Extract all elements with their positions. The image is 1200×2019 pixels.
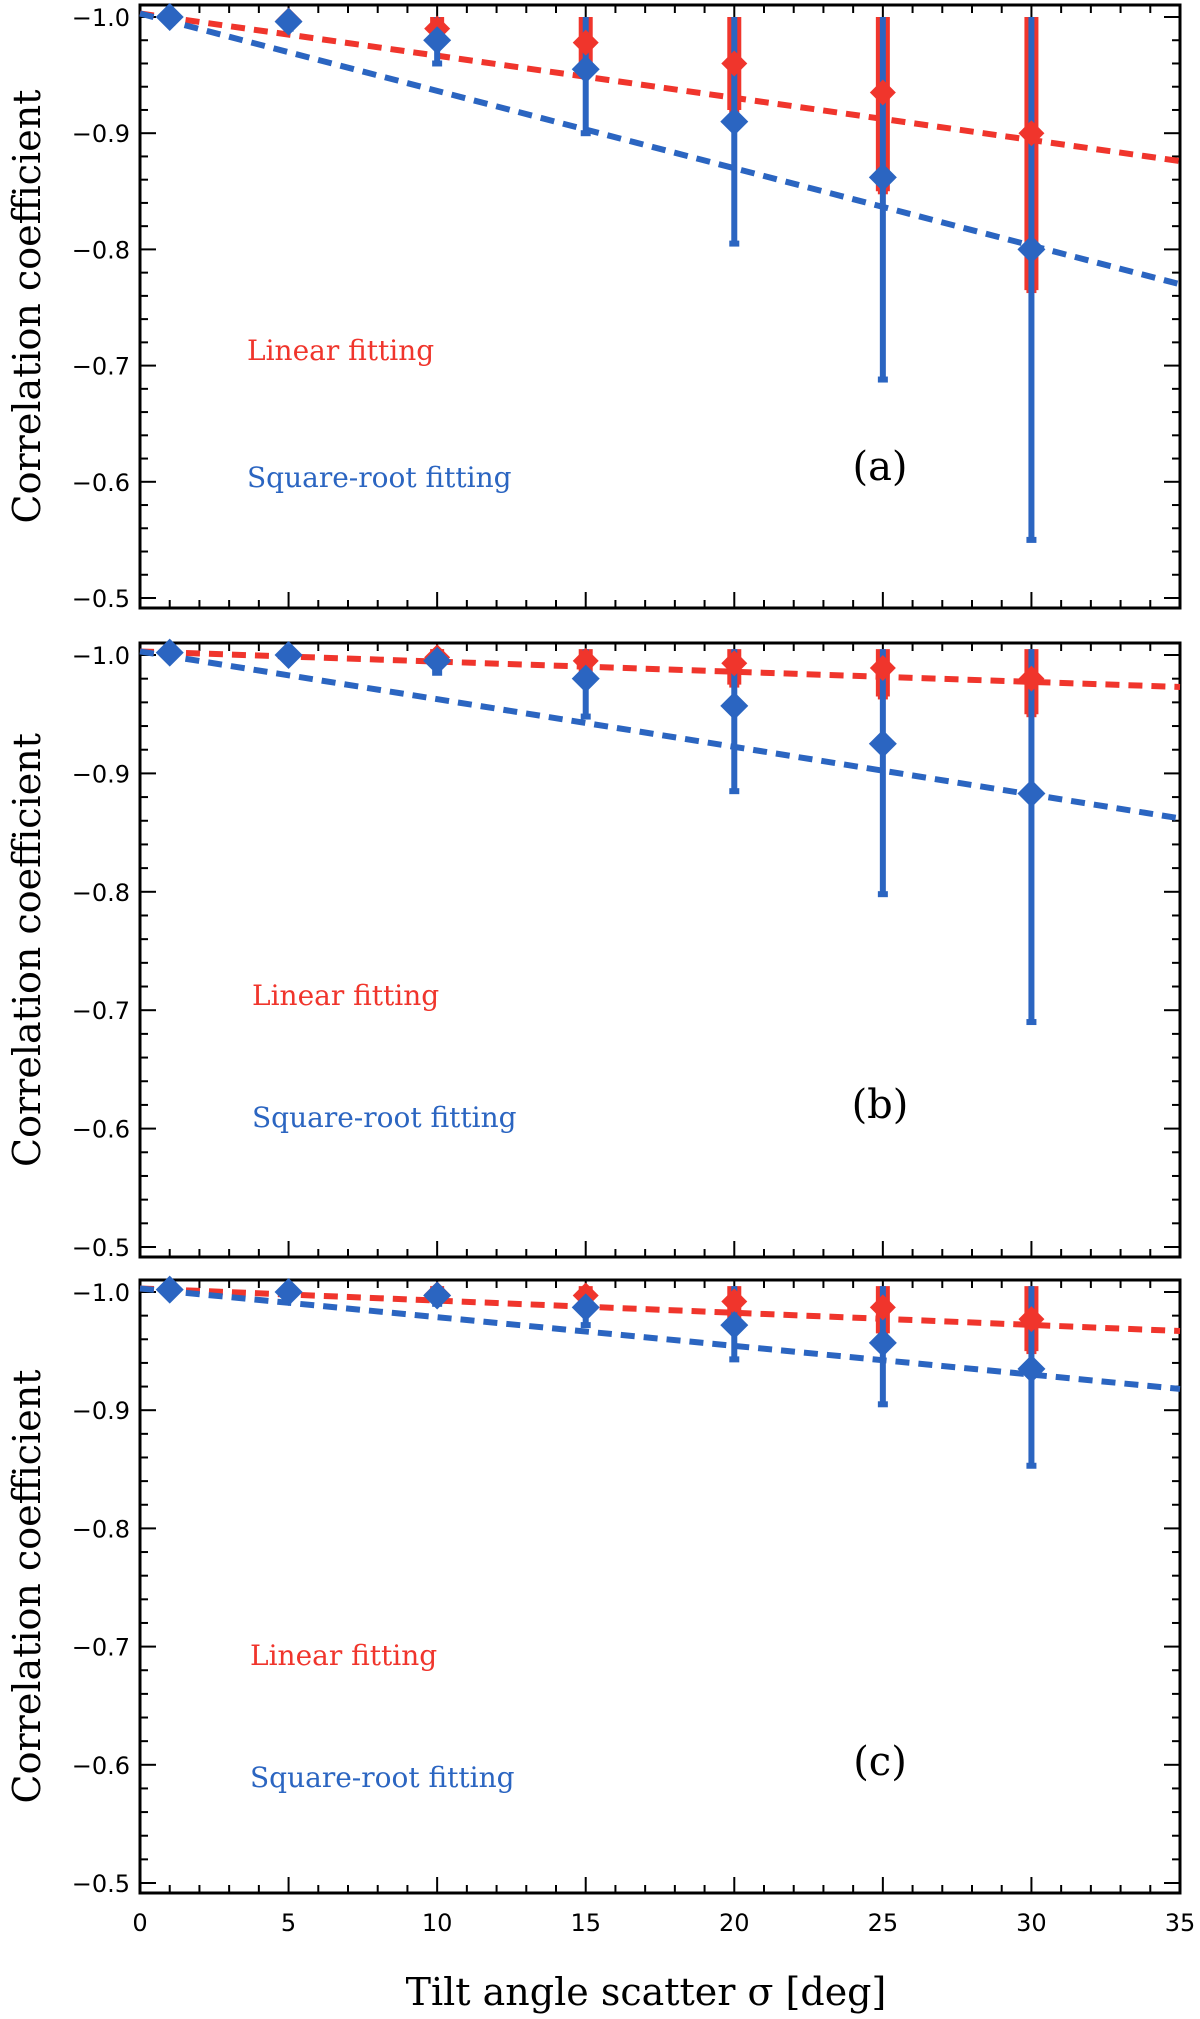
plot-frame	[138, 1278, 1182, 1895]
y-tick-label: −0.6	[72, 1116, 130, 1144]
data-marker	[1017, 779, 1046, 808]
panel-c: −1.0 −0.9 −0.8 −0.7 −0.6 −0.50 5 10 15 20 25 30 35 Co…	[5, 1275, 1196, 1937]
x-tick-label: 25	[868, 1909, 899, 1937]
data-marker	[869, 655, 896, 682]
y-tick-label: −0.6	[72, 469, 130, 497]
data-marker	[155, 1275, 184, 1304]
x-tick-label: 15	[570, 1909, 601, 1937]
y-tick-label: −0.8	[72, 1515, 130, 1543]
y-tick-label: −1.0	[72, 1279, 130, 1307]
x-tick-label: 5	[281, 1909, 296, 1937]
data-marker	[868, 729, 897, 758]
data-marker	[720, 691, 749, 720]
panel-label: (b)	[852, 1082, 909, 1128]
data-marker	[721, 650, 748, 677]
data-marker	[1018, 1306, 1045, 1333]
panel-label: (c)	[853, 1739, 907, 1785]
y-tick-label: −0.9	[72, 1397, 130, 1425]
x-tick-label: 35	[1165, 1909, 1196, 1937]
y-tick-label: −0.5	[72, 1234, 130, 1262]
data-marker	[423, 1281, 452, 1310]
y-tick-label: −0.9	[72, 760, 130, 788]
fit-line	[139, 1285, 1181, 1335]
data-marker	[869, 1294, 896, 1321]
legend-linear: Linear fitting	[252, 979, 439, 1012]
data-marker	[1018, 120, 1045, 147]
legend-sqrt: Square-root fitting	[247, 461, 512, 494]
data-marker	[155, 638, 184, 667]
panel-a: −1.0 −0.9 −0.8 −0.7 −0.6 −0.5 Correlation coef…	[5, 3, 1182, 613]
legend-linear: Linear fitting	[250, 1639, 437, 1672]
y-tick-label: −0.9	[72, 120, 130, 148]
data-marker	[571, 1293, 600, 1322]
data-marker	[155, 3, 184, 31]
x-tick-label: 0	[132, 1909, 147, 1937]
data-marker	[868, 163, 897, 192]
data-marker	[423, 646, 452, 675]
data-marker	[572, 29, 599, 56]
y-tick-label: −0.6	[72, 1752, 130, 1780]
plot-frame	[138, 641, 1182, 1259]
data-marker	[869, 79, 896, 106]
data-marker	[274, 7, 303, 36]
x-tick-label: 10	[422, 1909, 453, 1937]
fit-line	[139, 648, 1181, 822]
data-marker	[720, 1311, 749, 1340]
data-marker	[274, 1278, 303, 1306]
plot-frame	[138, 3, 1182, 610]
y-tick-label: −1.0	[72, 4, 130, 32]
y-tick-label: −0.5	[72, 1870, 130, 1898]
x-tick-label: 30	[1016, 1909, 1047, 1937]
series-sqrt	[139, 648, 1181, 1026]
fit-line	[139, 10, 1181, 288]
fit-line	[139, 1285, 1181, 1392]
y-tick-label: −0.8	[72, 236, 130, 264]
fit-line	[139, 10, 1181, 165]
data-marker	[571, 664, 600, 693]
y-tick-label: −0.7	[72, 1634, 130, 1662]
data-marker	[868, 1328, 897, 1357]
data-marker	[721, 50, 748, 77]
data-marker	[423, 26, 452, 55]
panel-label: (a)	[852, 444, 907, 490]
data-marker	[1018, 665, 1045, 692]
y-tick-label: −0.7	[72, 353, 130, 381]
data-marker	[274, 641, 303, 669]
legend-sqrt: Square-root fitting	[250, 1761, 515, 1794]
legend-sqrt: Square-root fitting	[252, 1101, 517, 1134]
data-marker	[1017, 235, 1046, 264]
y-tick-label: −1.0	[72, 642, 130, 670]
x-tick-label: 20	[719, 1909, 750, 1937]
fit-line	[139, 648, 1181, 690]
series-sqrt	[139, 1285, 1181, 1469]
data-marker	[1017, 1354, 1046, 1383]
y-axis-title: Correlation coefficient	[5, 1370, 49, 1804]
chart-panels: −1.0 −0.9 −0.8 −0.7 −0.6 −0.5 Correlation coef…	[5, 3, 1195, 1937]
y-tick-label: −0.5	[72, 585, 130, 613]
y-tick-label: −0.8	[72, 879, 130, 907]
data-marker	[720, 107, 749, 136]
y-axis-title: Correlation coefficient	[5, 733, 49, 1167]
y-axis-title: Correlation coefficient	[5, 90, 49, 524]
data-marker	[572, 647, 599, 674]
x-axis-title: Tilt angle scatter σ [deg]	[406, 1970, 887, 2014]
y-tick-label: −0.7	[72, 997, 130, 1025]
legend-linear: Linear fitting	[247, 334, 434, 367]
panel-b: −1.0 −0.9 −0.8 −0.7 −0.6 −0.5 Correlation coef…	[5, 638, 1182, 1262]
data-marker	[571, 55, 600, 84]
data-marker	[721, 1288, 748, 1315]
